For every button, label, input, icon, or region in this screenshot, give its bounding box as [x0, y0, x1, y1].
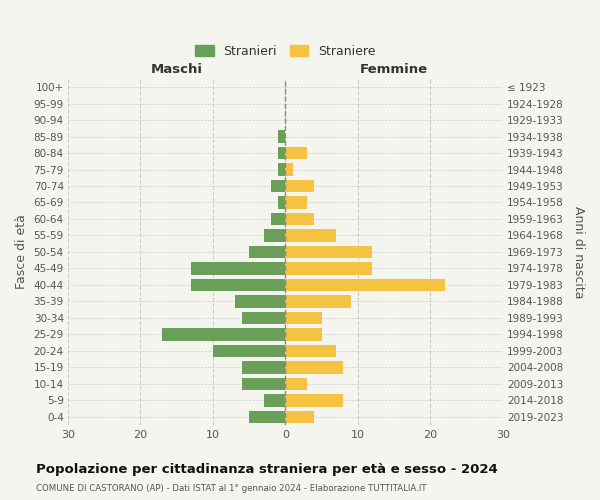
Text: Popolazione per cittadinanza straniera per età e sesso - 2024: Popolazione per cittadinanza straniera p… [36, 462, 498, 475]
Bar [162, 328, 286, 340]
Bar [213, 344, 286, 357]
Bar [286, 262, 373, 274]
Bar [271, 180, 286, 192]
Bar [286, 230, 336, 241]
Bar [286, 196, 307, 208]
Bar [286, 246, 373, 258]
Y-axis label: Anni di nascita: Anni di nascita [572, 206, 585, 298]
Bar [191, 279, 286, 291]
Y-axis label: Fasce di età: Fasce di età [15, 214, 28, 290]
Bar [286, 378, 307, 390]
Bar [278, 130, 286, 142]
Bar [249, 246, 286, 258]
Bar [235, 296, 286, 308]
Bar [249, 410, 286, 423]
Text: Maschi: Maschi [151, 62, 203, 76]
Bar [191, 262, 286, 274]
Bar [278, 196, 286, 208]
Bar [286, 279, 445, 291]
Bar [286, 296, 350, 308]
Bar [286, 147, 307, 159]
Bar [278, 147, 286, 159]
Bar [286, 361, 343, 374]
Bar [278, 164, 286, 175]
Bar [286, 410, 314, 423]
Bar [286, 180, 314, 192]
Bar [242, 378, 286, 390]
Legend: Stranieri, Straniere: Stranieri, Straniere [190, 40, 381, 63]
Text: Femmine: Femmine [360, 62, 428, 76]
Bar [286, 394, 343, 406]
Bar [286, 312, 322, 324]
Bar [263, 394, 286, 406]
Bar [286, 328, 322, 340]
Bar [286, 344, 336, 357]
Bar [286, 213, 314, 225]
Bar [271, 213, 286, 225]
Text: COMUNE DI CASTORANO (AP) - Dati ISTAT al 1° gennaio 2024 - Elaborazione TUTTITAL: COMUNE DI CASTORANO (AP) - Dati ISTAT al… [36, 484, 427, 493]
Bar [242, 361, 286, 374]
Bar [242, 312, 286, 324]
Bar [263, 230, 286, 241]
Bar [286, 164, 293, 175]
